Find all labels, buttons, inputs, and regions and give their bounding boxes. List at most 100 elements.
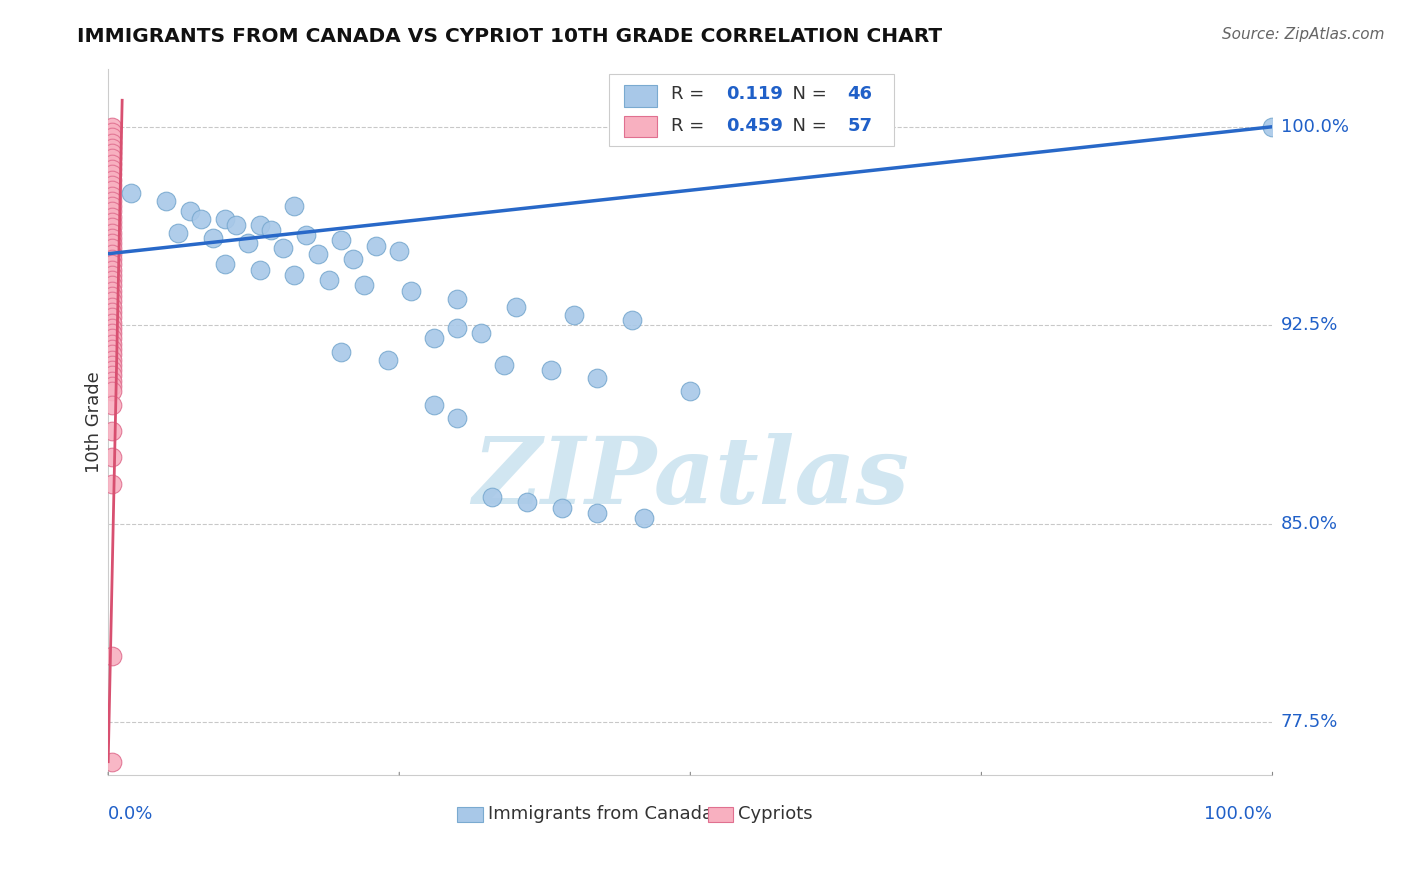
Point	[621, 313, 644, 327]
Point	[214, 257, 236, 271]
Point	[399, 284, 422, 298]
FancyBboxPatch shape	[624, 86, 657, 107]
Point	[318, 273, 340, 287]
Point	[100, 310, 122, 325]
Point	[100, 204, 122, 219]
Point	[423, 398, 446, 412]
Point	[155, 194, 177, 208]
Point	[100, 188, 122, 202]
Point	[100, 146, 122, 161]
Text: Immigrants from Canada: Immigrants from Canada	[488, 805, 713, 822]
Point	[100, 162, 122, 177]
Point	[100, 220, 122, 235]
Text: R =: R =	[671, 118, 710, 136]
Point	[100, 178, 122, 192]
Text: 0.119: 0.119	[727, 85, 783, 103]
Text: 77.5%: 77.5%	[1281, 713, 1339, 731]
Point	[100, 136, 122, 150]
Point	[377, 352, 399, 367]
Point	[100, 450, 122, 465]
Point	[100, 226, 122, 240]
Point	[295, 228, 318, 243]
Text: 92.5%: 92.5%	[1281, 316, 1339, 334]
Point	[551, 500, 574, 515]
Point	[481, 490, 503, 504]
Point	[586, 506, 609, 520]
Point	[100, 120, 122, 134]
Point	[201, 231, 224, 245]
Point	[100, 289, 122, 303]
Point	[249, 218, 271, 232]
Point	[1261, 120, 1284, 134]
Point	[100, 305, 122, 319]
Point	[100, 215, 122, 229]
Point	[100, 194, 122, 208]
Point	[179, 204, 201, 219]
Point	[586, 371, 609, 385]
Text: N =: N =	[782, 118, 832, 136]
Point	[100, 172, 122, 186]
Point	[260, 223, 283, 237]
Point	[100, 157, 122, 171]
Point	[100, 320, 122, 334]
Text: 57: 57	[848, 118, 873, 136]
Point	[100, 262, 122, 277]
Point	[100, 300, 122, 314]
Text: 100.0%: 100.0%	[1205, 805, 1272, 823]
Point	[679, 384, 702, 399]
Point	[562, 308, 585, 322]
Point	[633, 511, 655, 525]
FancyBboxPatch shape	[609, 74, 894, 146]
Point	[100, 167, 122, 181]
Point	[100, 316, 122, 330]
Point	[100, 336, 122, 351]
Point	[100, 268, 122, 282]
Text: IMMIGRANTS FROM CANADA VS CYPRIOT 10TH GRADE CORRELATION CHART: IMMIGRANTS FROM CANADA VS CYPRIOT 10TH G…	[77, 27, 942, 45]
Text: N =: N =	[782, 85, 832, 103]
Text: Source: ZipAtlas.com: Source: ZipAtlas.com	[1222, 27, 1385, 42]
Point	[100, 358, 122, 372]
Point	[100, 141, 122, 155]
Point	[353, 278, 375, 293]
FancyBboxPatch shape	[624, 116, 657, 137]
Point	[307, 246, 329, 260]
Point	[100, 130, 122, 145]
Point	[516, 495, 538, 509]
Point	[388, 244, 411, 258]
Point	[100, 379, 122, 393]
Point	[100, 152, 122, 166]
Point	[100, 331, 122, 345]
Y-axis label: 10th Grade: 10th Grade	[86, 371, 103, 473]
Point	[100, 183, 122, 197]
Point	[100, 398, 122, 412]
Point	[505, 300, 527, 314]
Point	[249, 262, 271, 277]
FancyBboxPatch shape	[457, 806, 484, 822]
Point	[330, 234, 353, 248]
Point	[342, 252, 364, 266]
Text: 100.0%: 100.0%	[1281, 118, 1348, 136]
Point	[225, 218, 247, 232]
Point	[100, 252, 122, 266]
Point	[100, 384, 122, 399]
Point	[271, 242, 294, 256]
Point	[100, 242, 122, 256]
Point	[214, 212, 236, 227]
Point	[236, 236, 259, 251]
Point	[100, 284, 122, 298]
Point	[100, 257, 122, 271]
Text: ZIPatlas: ZIPatlas	[472, 434, 908, 524]
Point	[100, 424, 122, 438]
Point	[100, 210, 122, 224]
Point	[100, 278, 122, 293]
Text: 0.0%: 0.0%	[108, 805, 153, 823]
Point	[364, 239, 387, 253]
Text: Cypriots: Cypriots	[738, 805, 813, 822]
Point	[100, 342, 122, 356]
Point	[100, 755, 122, 769]
Point	[330, 344, 353, 359]
Point	[100, 273, 122, 287]
Point	[470, 326, 492, 340]
Point	[283, 199, 305, 213]
Text: 85.0%: 85.0%	[1281, 515, 1339, 533]
